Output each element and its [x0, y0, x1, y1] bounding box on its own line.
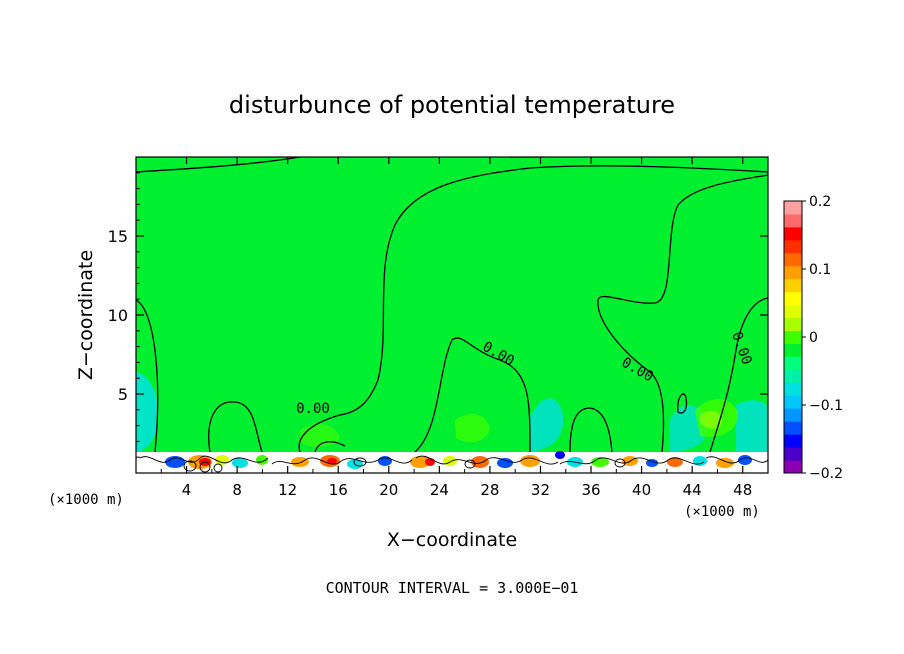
surface-contours: [139, 455, 768, 473]
y-axis: 5 10 15: [108, 172, 768, 458]
colorbar-swatch: [784, 330, 802, 344]
x-tick-label: 40: [632, 481, 651, 499]
contour-bump: [314, 441, 346, 453]
colorbar-tick-label: 0.1: [809, 262, 831, 278]
contour-main: [136, 165, 768, 453]
x-axis-label: X−coordinate: [387, 529, 517, 551]
x-axis: 4 8 12 16 20 24 28 32 36 40 44 48: [160, 157, 752, 499]
contour-right-tongue: [597, 174, 768, 453]
field-background: [136, 157, 768, 473]
y-tick-label: 5: [118, 385, 128, 404]
colorbar-swatch: [784, 317, 802, 332]
colorbar-swatch: [784, 382, 802, 396]
y-tick-label: 10: [108, 306, 128, 325]
field-cyan-mid: [530, 398, 564, 452]
field-light-b: [455, 413, 490, 443]
colorbar-swatch: [784, 265, 802, 280]
x-tick-label: 28: [480, 481, 499, 499]
field-cyan-bar: [736, 400, 768, 452]
x-tick-label: 16: [329, 481, 348, 499]
x-tick-label: 24: [430, 481, 449, 499]
x-tick-label: 20: [379, 481, 398, 499]
colorbar-tick-label: −0.2: [809, 466, 843, 482]
x-unit-left: (×1000 m): [48, 492, 124, 508]
colorbar-swatch: [784, 369, 802, 383]
colorbar: 0.2 0.1 0 −0.1 −0.2: [783, 194, 843, 482]
colorbar-swatch: [784, 343, 802, 357]
y-axis-label: Z−coordinate: [75, 250, 97, 380]
x-tick-label: 44: [683, 481, 702, 499]
colorbar-tick-label: 0.2: [809, 194, 831, 210]
contour-small-loop: [677, 393, 688, 414]
contour-valley: [414, 337, 531, 453]
colorbar-swatch: [784, 291, 802, 306]
contour-right-tongue-b: [709, 297, 768, 453]
colorbar-swatch: [784, 421, 802, 435]
plot-area: 0.000.000.000.00: [136, 157, 768, 473]
colorbar-swatch: [784, 434, 802, 448]
x-tick-label: 32: [531, 481, 550, 499]
x-tick-label: 4: [182, 481, 192, 499]
colorbar-swatch: [784, 226, 802, 241]
x-tick-label: 12: [278, 481, 297, 499]
y-tick-label: 15: [108, 227, 128, 246]
colorbar-tick-label: −0.1: [809, 398, 843, 414]
colorbar-swatch: [784, 278, 802, 293]
colorbar-swatch: [784, 201, 802, 215]
contour-label: 0.00: [296, 401, 330, 417]
x-tick-label: 48: [733, 481, 752, 499]
contour-lines: [136, 157, 768, 453]
x-tick-label: 36: [581, 481, 600, 499]
colorbar-swatch: [784, 252, 802, 267]
contour-interval-note: CONTOUR INTERVAL = 3.000E−01: [326, 579, 579, 597]
colorbar-swatch: [784, 460, 802, 474]
chart-title: disturbunce of potential temperature: [229, 91, 675, 119]
colorbar-tick-label: 0: [809, 330, 818, 346]
contour-top: [136, 157, 301, 173]
colorbar-swatch: [784, 395, 802, 409]
colorbar-swatch: [784, 447, 802, 461]
colorbar-swatch: [784, 239, 802, 254]
colorbar-swatch: [784, 213, 802, 228]
field-cyan-left: [136, 372, 159, 452]
x-tick-label: 8: [232, 481, 242, 499]
colorbar-swatch: [784, 356, 802, 370]
colorbar-swatch: [784, 408, 802, 422]
surface-blobs: [165, 451, 752, 469]
x-unit-right: (×1000 m): [684, 504, 760, 520]
contour-peak: [569, 407, 613, 453]
colorbar-swatch: [784, 304, 802, 319]
field-light-c: [700, 410, 722, 429]
surface-layer: [136, 451, 768, 473]
